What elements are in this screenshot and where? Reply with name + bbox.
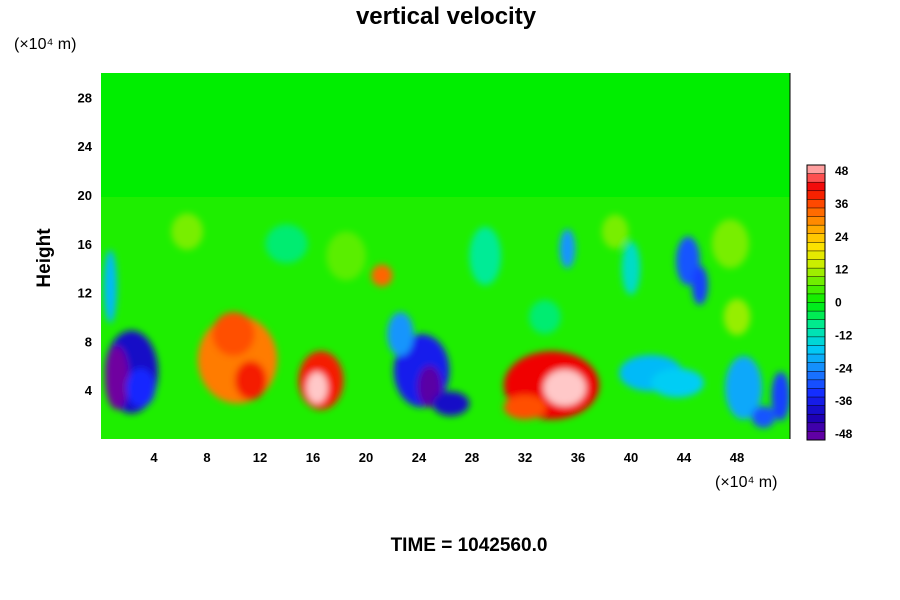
colorbar-band (807, 216, 825, 226)
y-axis-label: Height (34, 228, 55, 288)
y-axis-ticks: 4 8 12 16 20 24 28 (78, 90, 93, 398)
x-tick-label: 40 (624, 450, 638, 465)
velocity-feature-19 (725, 356, 763, 420)
colorbar-band (807, 173, 825, 183)
colorbar-band (807, 362, 825, 372)
colorbar-band (807, 311, 825, 321)
velocity-feature-18 (650, 368, 704, 398)
time-label: TIME = 1042560.0 (391, 535, 548, 556)
x-tick-label: 8 (203, 450, 210, 465)
colorbar-band (807, 302, 825, 312)
colorbar-tick-label: 24 (835, 230, 849, 244)
velocity-feature-28 (265, 224, 308, 264)
y-tick-label: 4 (85, 383, 93, 398)
x-axis-unit: (×10⁴ m) (715, 474, 777, 491)
x-tick-label: 48 (730, 450, 744, 465)
velocity-feature-3 (103, 249, 117, 324)
y-tick-label: 24 (78, 139, 93, 154)
plot-area (101, 73, 790, 439)
y-tick-label: 8 (85, 334, 92, 349)
colorbar-tick-label: 36 (835, 197, 849, 211)
colorbar-tick-label: -12 (835, 328, 853, 342)
colorbar-band (807, 414, 825, 424)
colorbar-band (807, 233, 825, 243)
x-tick-label: 28 (465, 450, 479, 465)
colorbar-band (807, 242, 825, 252)
chart-title: vertical velocity (356, 3, 537, 30)
velocity-feature-31 (601, 214, 629, 249)
colorbar-ticks: 48 36 24 12 0 -12 -24 -36 -48 (835, 164, 853, 441)
colorbar-band (807, 259, 825, 269)
velocity-feature-25 (621, 241, 641, 296)
velocity-feature-6 (234, 360, 267, 400)
colorbar-band (807, 268, 825, 278)
colorbar-band (807, 422, 825, 432)
velocity-features (103, 213, 790, 429)
x-tick-label: 44 (677, 450, 692, 465)
colorbar-band (807, 431, 825, 441)
velocity-feature-20 (771, 371, 790, 421)
colorbar-tick-label: 12 (835, 263, 849, 277)
colorbar-band (807, 388, 825, 398)
colorbar-band (807, 328, 825, 338)
y-tick-label: 16 (78, 237, 92, 252)
x-tick-label: 4 (150, 450, 158, 465)
velocity-feature-24 (691, 265, 708, 305)
colorbar-band (807, 207, 825, 218)
velocity-feature-21 (751, 406, 776, 429)
x-tick-label: 24 (412, 450, 427, 465)
velocity-feature-2 (126, 368, 156, 408)
velocity-feature-16 (503, 395, 547, 420)
colorbar-band (807, 225, 825, 235)
velocity-feature-9 (371, 264, 393, 287)
colorbar-band (807, 379, 825, 389)
x-tick-label: 32 (518, 450, 532, 465)
x-tick-label: 20 (359, 450, 373, 465)
velocity-feature-13 (387, 312, 414, 357)
x-tick-label: 12 (253, 450, 267, 465)
y-tick-label: 28 (78, 90, 92, 105)
colorbar-tick-label: -48 (835, 427, 853, 441)
x-tick-label: 16 (306, 450, 320, 465)
colorbar-band (807, 293, 825, 303)
velocity-feature-1 (104, 346, 129, 410)
y-tick-label: 20 (78, 188, 92, 203)
colorbar-band (807, 250, 825, 261)
colorbar-band (807, 397, 825, 407)
velocity-feature-26 (469, 226, 502, 286)
colorbar-band (807, 165, 825, 175)
velocity-feature-27 (326, 231, 366, 281)
velocity-feature-29 (171, 213, 204, 250)
velocity-feature-12 (432, 391, 470, 416)
colorbar-band (807, 276, 825, 286)
colorbar-tick-label: 48 (835, 164, 849, 178)
velocity-feature-33 (528, 299, 561, 335)
field-upper-layer (101, 73, 790, 197)
x-axis-ticks: 4 8 12 16 20 24 28 32 36 40 44 48 (150, 450, 744, 465)
colorbar-tick-label: 0 (835, 296, 842, 310)
y-axis-unit: (×10⁴ m) (14, 36, 76, 53)
colorbar-band (807, 199, 825, 209)
colorbar-tick-label: -36 (835, 394, 853, 408)
colorbar-band (807, 371, 825, 381)
colorbar-band (807, 182, 825, 192)
colorbar-tick-label: -24 (835, 361, 853, 375)
colorbar: 48 36 24 12 0 -12 -24 -36 -48 (806, 164, 853, 441)
colorbar-band (807, 405, 825, 415)
colorbar-band (807, 345, 825, 355)
velocity-feature-30 (711, 219, 749, 269)
velocity-feature-15 (543, 369, 586, 407)
y-tick-label: 12 (78, 286, 92, 301)
colorbar-band (807, 354, 825, 364)
colorbar-band (807, 285, 825, 295)
velocity-feature-32 (723, 298, 751, 336)
velocity-feature-5 (212, 312, 255, 357)
velocity-feature-22 (559, 229, 576, 269)
colorbar-band (807, 190, 825, 200)
colorbar-band (807, 319, 825, 329)
colorbar-band (807, 336, 825, 346)
velocity-feature-8 (306, 371, 328, 404)
x-tick-label: 36 (571, 450, 585, 465)
